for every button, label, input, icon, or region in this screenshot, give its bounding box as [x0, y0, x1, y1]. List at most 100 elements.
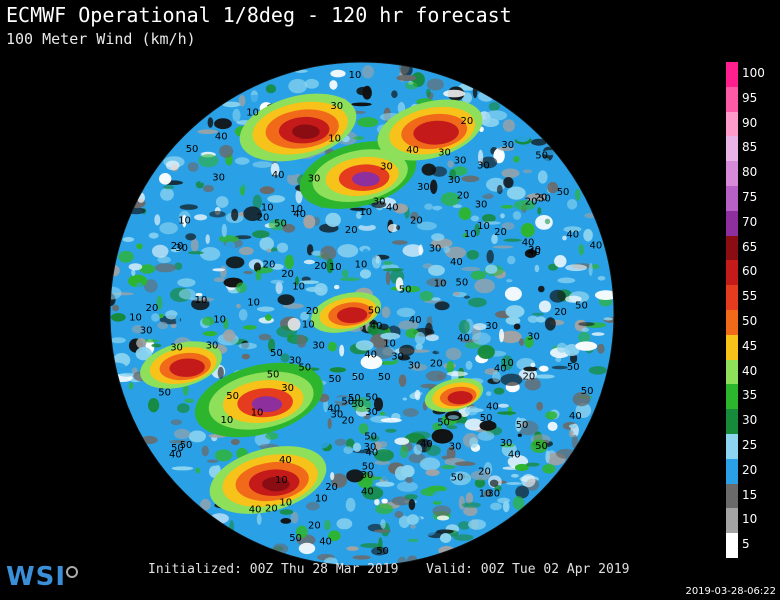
- wind-speckle: [578, 331, 591, 344]
- legend-item: 35: [724, 384, 774, 410]
- wind-speckle: [419, 457, 441, 471]
- wind-speckle: [506, 482, 523, 485]
- wind-speckle: [259, 237, 275, 251]
- wind-speckle: [396, 74, 417, 81]
- contour-label: 30: [417, 182, 430, 193]
- wind-speckle: [452, 166, 468, 176]
- legend-swatch: [726, 533, 738, 558]
- wind-speckle: [443, 89, 465, 98]
- wind-speckle: [538, 285, 545, 293]
- wind-speckle: [446, 446, 456, 461]
- wind-speckle: [426, 78, 444, 91]
- wind-speckle: [431, 429, 454, 444]
- contour-label: 40: [319, 537, 332, 548]
- wind-speckle: [539, 365, 549, 372]
- wind-speckle: [238, 309, 248, 321]
- legend-label: 30: [742, 413, 758, 428]
- wind-speckle: [379, 411, 386, 416]
- wind-speckle: [568, 430, 574, 438]
- wind-speckle: [151, 343, 162, 348]
- contour-label: 50: [158, 388, 171, 399]
- wind-speckle: [474, 478, 486, 488]
- wind-speckle: [159, 313, 164, 318]
- contour-label: 30: [477, 160, 490, 171]
- contour-label: 30: [140, 325, 153, 336]
- map-title: ECMWF Operational 1/8deg - 120 hr foreca…: [6, 3, 512, 27]
- wind-speckle: [265, 314, 272, 321]
- wind-speckle: [583, 228, 593, 242]
- wind-speckle: [557, 277, 576, 284]
- contour-label: 50: [352, 372, 365, 383]
- legend-swatch: [726, 409, 738, 434]
- wind-speckle: [478, 149, 484, 165]
- wind-speckle: [498, 403, 509, 408]
- contour-label: 50: [171, 443, 184, 454]
- wind-speckle: [439, 207, 459, 213]
- wind-speckle: [170, 419, 182, 426]
- wind-speckle: [391, 90, 398, 98]
- wind-speckle: [374, 498, 380, 506]
- wind-speckle: [154, 263, 177, 273]
- wind-speckle: [463, 506, 478, 516]
- wind-speckle: [591, 264, 600, 270]
- wind-speckle: [339, 344, 345, 357]
- wind-speckle: [562, 235, 567, 241]
- wind-speckle: [252, 194, 262, 209]
- contour-label: 10: [261, 202, 274, 213]
- wind-speckle: [238, 342, 257, 350]
- wind-speckle: [449, 169, 456, 180]
- legend-label: 65: [742, 239, 758, 254]
- contour-label: 10: [359, 207, 372, 218]
- contour-label: 40: [279, 455, 292, 466]
- wind-speckle: [223, 176, 244, 190]
- wind-speckle: [209, 210, 226, 218]
- contour-label: 50: [378, 372, 391, 383]
- wind-speckle: [492, 245, 514, 249]
- wsi-logo: WSI: [6, 562, 67, 592]
- contour-label: 10: [328, 133, 341, 144]
- wind-speckle: [182, 214, 187, 228]
- wind-speckle: [537, 207, 542, 215]
- contour-label: 20: [306, 306, 319, 317]
- wind-speckle: [371, 255, 382, 269]
- wind-speckle: [122, 237, 135, 242]
- wind-speckle: [530, 362, 536, 368]
- wind-speckle: [217, 366, 224, 379]
- wind-speckle: [110, 313, 126, 322]
- contour-label-layer: 5010505030105030204020105050403050104010…: [129, 70, 602, 557]
- wind-speckle: [299, 280, 319, 285]
- wind-speckle: [536, 401, 544, 411]
- contour-label: 30: [289, 356, 302, 367]
- contour-label: 30: [485, 321, 498, 332]
- wind-speckle: [402, 408, 419, 417]
- contour-label: 20: [342, 416, 355, 427]
- contour-label: 30: [408, 361, 421, 372]
- wind-speckle: [398, 355, 411, 361]
- wind-speckle: [202, 185, 214, 193]
- wind-speckle: [188, 430, 206, 443]
- wsi-logo-mark: [66, 566, 78, 578]
- wind-speckle: [461, 175, 480, 183]
- wind-speckle: [496, 184, 503, 195]
- contour-label: 40: [386, 202, 399, 213]
- wind-speckle: [571, 434, 579, 450]
- wind-speckle: [565, 295, 582, 303]
- wind-speckle: [410, 524, 416, 529]
- contour-label: 50: [567, 362, 580, 373]
- wind-speckle: [443, 246, 451, 254]
- wind-speckle: [238, 95, 246, 107]
- contour-label: 40: [450, 257, 463, 268]
- wind-speckle: [148, 398, 160, 413]
- contour-label: 20: [523, 371, 536, 382]
- contour-label: 10: [290, 204, 303, 215]
- wind-speckle: [270, 263, 284, 270]
- wind-speckle: [565, 264, 587, 272]
- legend-label: 5: [742, 537, 750, 552]
- legend-swatch: [726, 260, 738, 286]
- wind-speckle: [536, 316, 546, 323]
- wind-speckle: [548, 263, 558, 271]
- wind-speckle: [588, 263, 593, 276]
- wind-speckle: [515, 485, 530, 499]
- valid-time: Valid: 00Z Tue 02 Apr 2019: [426, 562, 630, 577]
- wind-speckle: [357, 387, 363, 400]
